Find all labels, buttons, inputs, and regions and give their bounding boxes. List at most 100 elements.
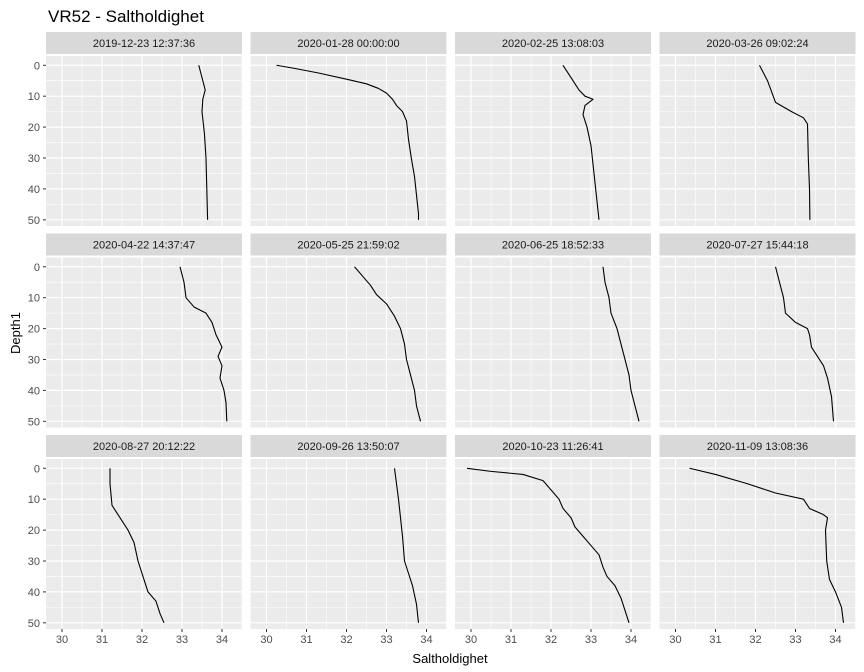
- x-tick-label: 31: [505, 634, 517, 646]
- facet-strip-label: 2020-08-27 20:12:22: [93, 441, 195, 453]
- facet-strip-label: 2019-12-23 12:37:36: [93, 38, 195, 50]
- x-tick-label: 30: [669, 634, 681, 646]
- salinity-profile-line: [466, 467, 630, 623]
- plot-area: [659, 56, 856, 226]
- facet-strip: [46, 32, 242, 54]
- facet-strip-label: 2020-09-26 13:50:07: [297, 441, 399, 453]
- facet-panel: 2020-08-27 20:12:22: [46, 435, 243, 629]
- facet-strip-label: 2020-02-25 13:08:03: [502, 38, 604, 50]
- y-tick-label: 0: [34, 463, 40, 475]
- x-tick-label: 31: [96, 634, 108, 646]
- facet-panel: 2020-11-09 13:08:36: [659, 435, 856, 629]
- y-tick-label: 30: [28, 355, 40, 367]
- x-tick-label: 33: [176, 634, 188, 646]
- facet-strip: [46, 435, 242, 457]
- y-tick-label: 0: [34, 262, 40, 274]
- salinity-profile-line: [109, 468, 165, 624]
- y-tick-label: 0: [34, 60, 40, 72]
- plot-area: [455, 459, 651, 629]
- facet-panel: 2020-05-25 21:59:02: [250, 233, 447, 428]
- facet-panel: 2020-06-25 18:52:33: [455, 233, 652, 428]
- facet-strip: [659, 32, 856, 54]
- facet-panel: 2020-09-26 13:50:07: [250, 435, 447, 629]
- x-tick-label: 32: [749, 634, 761, 646]
- facet-strip-label: 2020-01-28 00:00:00: [297, 38, 399, 50]
- facet-strip-label: 2020-06-25 18:52:33: [502, 240, 604, 252]
- y-tick-label: 20: [28, 324, 40, 336]
- y-tick-label: 30: [28, 556, 40, 568]
- x-tick-label: 30: [465, 634, 477, 646]
- x-axis-ticks: 30 31 32 33 34 30 31 32 33 34 30 31 32 33 34 30 31 32 33 34: [56, 629, 842, 646]
- facet-strip-label: 2020-04-22 14:37:47: [93, 240, 195, 252]
- x-tick-label: 33: [585, 634, 597, 646]
- facet-strip: [659, 435, 856, 457]
- y-tick-label: 10: [28, 91, 40, 103]
- facet-strip-label: 2020-07-27 15:44:18: [706, 240, 808, 252]
- x-axis-title: Saltholdighet: [412, 651, 488, 666]
- facet-strip-label: 2020-05-25 21:59:02: [297, 240, 399, 252]
- y-tick-label: 10: [28, 293, 40, 305]
- salinity-profile-line: [179, 266, 228, 422]
- y-tick-label: 50: [28, 416, 40, 428]
- facet-strip: [455, 32, 651, 54]
- facet-panel: 2020-02-25 13:08:03: [455, 32, 652, 226]
- plot-area: [46, 459, 242, 629]
- y-tick-label: 40: [28, 587, 40, 599]
- y-tick-label: 40: [28, 184, 40, 196]
- chart-title: VR52 - Saltholdighet: [48, 7, 204, 26]
- facet-panel: 2020-03-26 09:02:24: [659, 32, 856, 226]
- facet-strip-label: 2020-10-23 11:26:41: [502, 441, 603, 453]
- plot-area: [46, 257, 242, 428]
- facet-panels: 2019-12-23 12:37:36 2020-01-28 00:00:00 20…: [46, 32, 856, 629]
- y-axis-ticks: 0 10 20 30 40 50 0 10 20 30 40 50 0 10 20 30 40 50: [28, 60, 46, 630]
- y-tick-label: 20: [28, 525, 40, 537]
- plot-area: [659, 257, 856, 428]
- plot-area: [250, 459, 447, 629]
- facet-strip: [250, 32, 447, 54]
- facet-strip: [250, 233, 447, 256]
- plot-area: [455, 257, 651, 428]
- salinity-profile-line: [562, 64, 600, 220]
- plot-area: [455, 56, 651, 226]
- plot-area: [250, 56, 447, 226]
- x-tick-label: 33: [789, 634, 801, 646]
- facet-strip: [455, 233, 651, 256]
- x-tick-label: 30: [56, 634, 68, 646]
- x-tick-label: 31: [300, 634, 312, 646]
- salinity-profile-line: [602, 266, 640, 422]
- facet-strip-label: 2020-03-26 09:02:24: [706, 38, 808, 50]
- salinity-profile-line: [774, 266, 835, 422]
- facet-panel: 2020-10-23 11:26:41: [455, 435, 652, 629]
- x-tick-label: 34: [420, 634, 432, 646]
- y-tick-label: 20: [28, 122, 40, 134]
- x-tick-label: 30: [260, 634, 272, 646]
- facet-panel: 2020-04-22 14:37:47: [46, 233, 243, 428]
- facet-strip-label: 2020-11-09 13:08:36: [707, 441, 808, 453]
- salinity-profile-line: [276, 64, 420, 220]
- facet-strip: [659, 233, 856, 256]
- facet-strip: [46, 233, 242, 256]
- x-tick-label: 34: [625, 634, 637, 646]
- y-tick-label: 50: [28, 618, 40, 630]
- x-tick-label: 32: [340, 634, 352, 646]
- facet-panel: 2019-12-23 12:37:36: [46, 32, 243, 226]
- x-tick-label: 33: [380, 634, 392, 646]
- y-tick-label: 50: [28, 215, 40, 227]
- salinity-profile-line: [689, 467, 845, 623]
- salinity-profile-line: [393, 468, 420, 623]
- y-tick-label: 10: [28, 494, 40, 506]
- facet-panel: 2020-07-27 15:44:18: [659, 233, 856, 428]
- x-tick-label: 34: [829, 634, 841, 646]
- x-tick-label: 31: [709, 634, 721, 646]
- salinity-profile-line: [354, 266, 422, 422]
- x-tick-label: 32: [545, 634, 557, 646]
- facet-strip: [455, 435, 651, 457]
- facet-strip: [250, 435, 447, 457]
- salinity-profile-line: [759, 65, 811, 220]
- x-tick-label: 32: [136, 634, 148, 646]
- plot-area: [46, 56, 242, 226]
- facet-panel: 2020-01-28 00:00:00: [250, 32, 447, 226]
- y-tick-label: 40: [28, 385, 40, 397]
- plot-area: [250, 257, 447, 428]
